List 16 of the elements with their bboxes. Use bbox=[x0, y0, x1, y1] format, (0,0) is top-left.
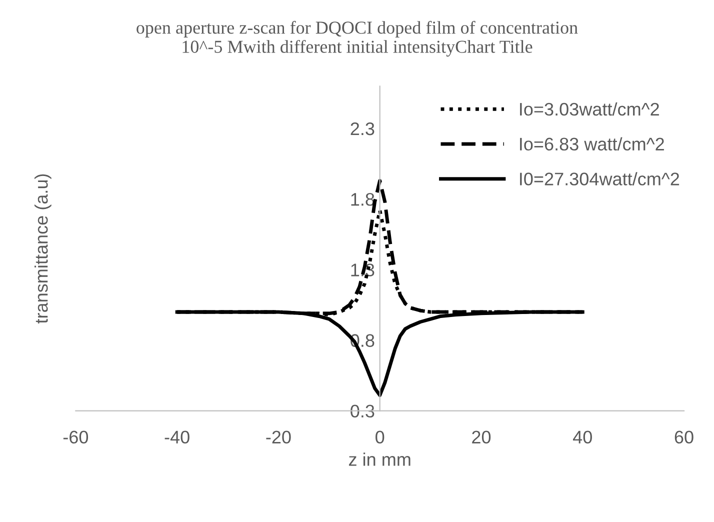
legend-label: I0=27.304watt/cm^2 bbox=[520, 172, 680, 186]
x-tick-label: 60 bbox=[674, 430, 694, 444]
legend-label: Io=3.03watt/cm^2 bbox=[520, 102, 659, 116]
x-tick-label: 40 bbox=[573, 430, 592, 444]
legend-label: Io=6.83 watt/cm^2 bbox=[520, 137, 664, 151]
y-tick-label: 0.3 bbox=[350, 404, 374, 418]
x-tick-label: -60 bbox=[63, 430, 88, 444]
x-tick-label: 0 bbox=[376, 430, 384, 444]
y-axis-title: transmittance (a.u) bbox=[34, 174, 52, 324]
y-tick-label: 1.8 bbox=[351, 193, 374, 206]
x-axis-title: z in mm bbox=[348, 452, 410, 466]
y-tick-label: 2.3 bbox=[350, 122, 374, 136]
chart-title: open aperture z-scan for DQOCI doped film of concentration 10^-5 Mwith different initial intensityChart Title bbox=[136, 20, 578, 57]
x-tick-label: -40 bbox=[164, 430, 190, 444]
x-tick-label: -20 bbox=[266, 430, 291, 444]
x-tick-label: 20 bbox=[472, 430, 491, 444]
